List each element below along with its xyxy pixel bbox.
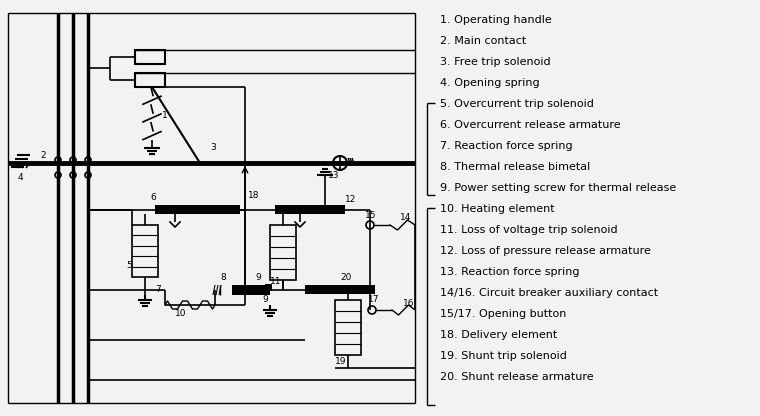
Text: 12. Loss of pressure release armature: 12. Loss of pressure release armature [440, 246, 651, 256]
Text: 7: 7 [155, 285, 161, 295]
Text: 2. Main contact: 2. Main contact [440, 36, 526, 46]
Bar [132, 225, 158, 277]
Bar [335, 300, 361, 355]
Text: 4: 4 [18, 173, 24, 183]
Text: 8: 8 [220, 273, 226, 282]
Bar [232, 285, 270, 295]
Text: 14/16. Circuit breaker auxiliary contact: 14/16. Circuit breaker auxiliary contact [440, 288, 658, 298]
Text: 9. Power setting screw for thermal release: 9. Power setting screw for thermal relea… [440, 183, 676, 193]
Text: 2: 2 [40, 151, 46, 159]
Text: 17: 17 [368, 295, 379, 305]
Text: 20. Shunt release armature: 20. Shunt release armature [440, 372, 594, 382]
Text: 19. Shunt trip solenoid: 19. Shunt trip solenoid [440, 351, 567, 361]
Bar [155, 205, 173, 214]
Text: 9: 9 [262, 295, 268, 305]
Text: 1. Operating handle: 1. Operating handle [440, 15, 552, 25]
Bar [135, 50, 165, 64]
Text: 6. Overcurrent release armature: 6. Overcurrent release armature [440, 120, 621, 130]
Bar [305, 285, 375, 294]
Text: 13: 13 [328, 171, 340, 179]
Text: 1: 1 [162, 111, 168, 119]
Text: 7. Reaction force spring: 7. Reaction force spring [440, 141, 572, 151]
Text: 8. Thermal release bimetal: 8. Thermal release bimetal [440, 162, 591, 172]
Bar [270, 225, 296, 280]
Text: 10. Heating element: 10. Heating element [440, 204, 555, 214]
Text: 13. Reaction force spring: 13. Reaction force spring [440, 267, 579, 277]
Bar [135, 73, 165, 87]
Text: 14: 14 [400, 213, 411, 223]
Text: 19: 19 [335, 357, 347, 366]
Text: 9: 9 [255, 273, 261, 282]
Bar [155, 205, 240, 214]
Text: 5. Overcurrent trip solenoid: 5. Overcurrent trip solenoid [440, 99, 594, 109]
Text: 20: 20 [340, 273, 351, 282]
Text: 11. Loss of voltage trip solenoid: 11. Loss of voltage trip solenoid [440, 225, 618, 235]
Bar [265, 284, 272, 291]
Text: 11: 11 [270, 277, 281, 287]
Text: 3. Free trip solenoid: 3. Free trip solenoid [440, 57, 551, 67]
Text: 6: 6 [150, 193, 156, 203]
Text: 18. Delivery element: 18. Delivery element [440, 330, 557, 340]
Text: 18: 18 [248, 191, 259, 200]
Text: 16: 16 [403, 299, 414, 307]
Text: 10: 10 [175, 310, 186, 319]
Text: 5: 5 [126, 260, 131, 270]
Bar [185, 205, 240, 214]
Text: 4. Opening spring: 4. Opening spring [440, 78, 540, 88]
Text: 12: 12 [345, 196, 356, 205]
Text: 15/17. Opening button: 15/17. Opening button [440, 309, 566, 319]
Bar [275, 205, 345, 214]
Text: 15: 15 [365, 210, 376, 220]
Text: 3: 3 [210, 144, 216, 153]
